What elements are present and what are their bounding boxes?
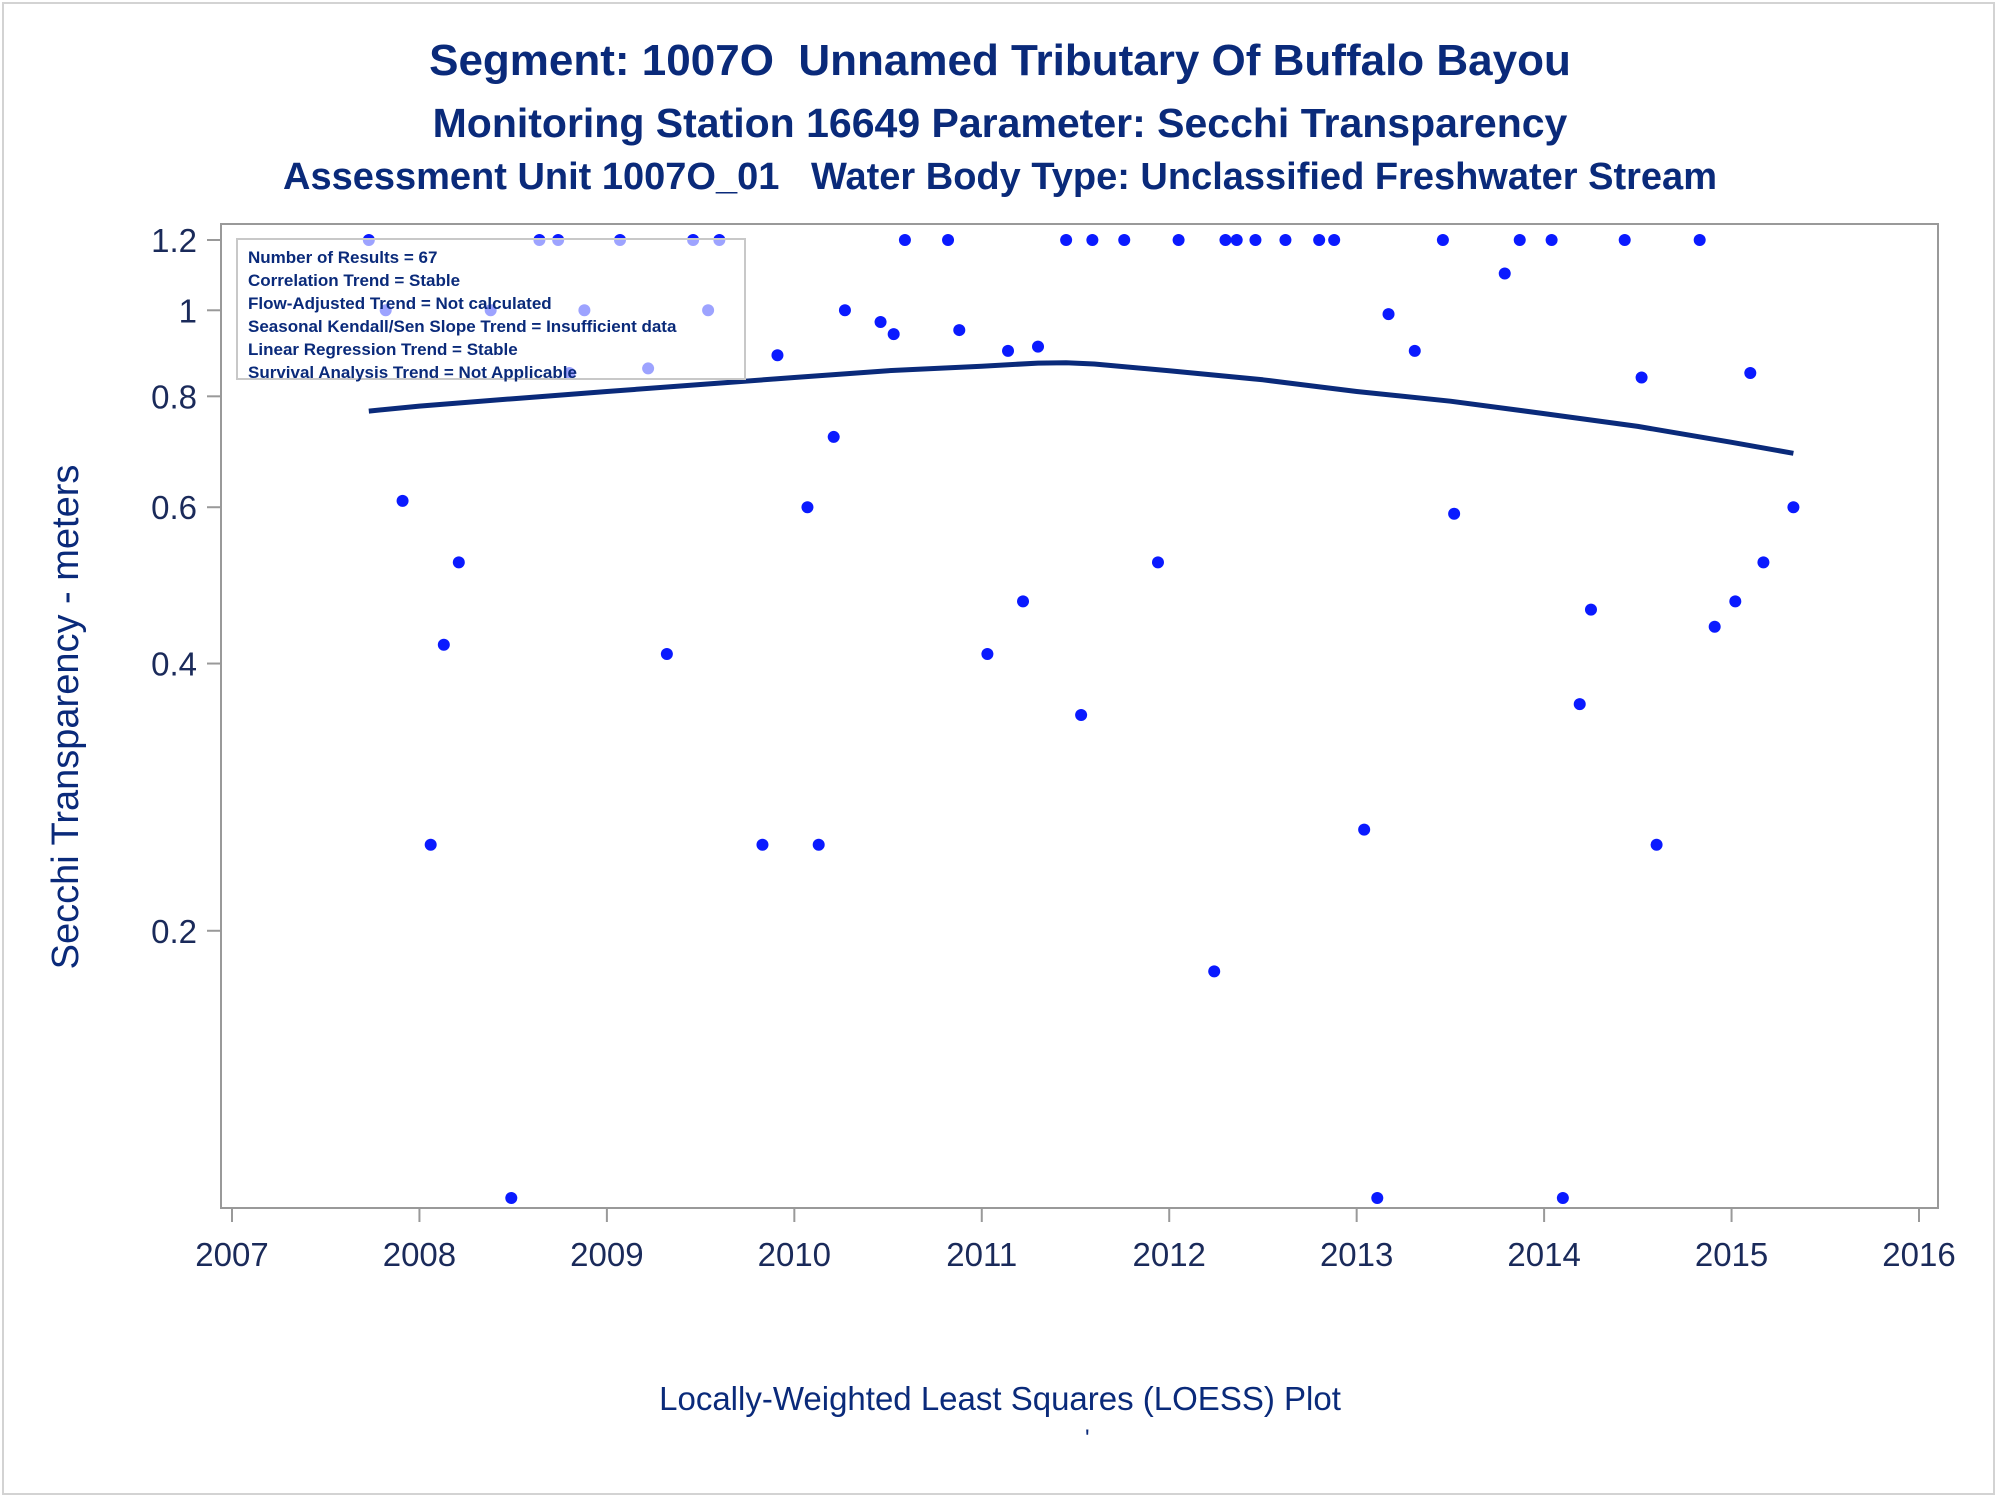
y-tick-label: 0.2	[151, 913, 197, 950]
data-point	[1086, 234, 1099, 246]
data-point	[887, 328, 900, 341]
x-tick-label: 2013	[1320, 1236, 1393, 1273]
data-point	[981, 648, 994, 661]
loess-line	[368, 360, 1794, 456]
data-point	[1230, 234, 1243, 246]
plot-area	[220, 223, 1939, 1209]
data-point	[1635, 371, 1648, 384]
data-point	[1408, 344, 1421, 357]
y-tick-label: 0.4	[151, 646, 197, 683]
chart-subtitle-station: Monitoring Station 16649 Parameter: Secc…	[432, 100, 1568, 146]
data-point	[1208, 965, 1221, 978]
stats-line: Linear Regression Trend = Stable	[248, 340, 518, 359]
footnote-mark: '	[1085, 1425, 1090, 1452]
data-point	[827, 430, 840, 443]
y-axis: 0.2 0.4 0.6 0.8 1 1.2	[151, 222, 221, 950]
y-tick-label: 0.8	[151, 378, 197, 415]
stats-line: Seasonal Kendall/Sen Slope Trend = Insuf…	[248, 317, 677, 336]
data-point	[437, 638, 450, 651]
x-tick-label: 2011	[946, 1236, 1017, 1273]
data-point	[1002, 344, 1015, 357]
data-point	[838, 304, 851, 317]
data-point	[953, 324, 966, 337]
data-point	[1032, 340, 1045, 353]
x-tick-label: 2008	[383, 1236, 456, 1273]
data-point	[1219, 234, 1232, 246]
data-point	[1618, 234, 1631, 246]
x-tick-label: 2016	[1882, 1236, 1955, 1273]
data-point	[1436, 234, 1449, 246]
data-point	[1584, 603, 1597, 616]
data-point	[1650, 838, 1663, 851]
data-point	[812, 838, 825, 851]
x-tick-label: 2012	[1133, 1236, 1206, 1273]
x-tick-label: 2014	[1507, 1236, 1580, 1273]
data-point	[1249, 234, 1262, 246]
data-point	[1513, 234, 1526, 246]
data-point	[1060, 234, 1073, 246]
data-point	[1787, 501, 1800, 514]
data-point	[1172, 234, 1185, 246]
data-point	[1358, 823, 1371, 836]
x-tick-label: 2015	[1695, 1236, 1768, 1273]
data-point	[1556, 1192, 1569, 1204]
data-point	[1573, 698, 1586, 711]
data-point	[452, 556, 465, 569]
stats-line: Survival Analysis Trend = Not Applicable	[248, 363, 577, 382]
data-point	[1151, 556, 1164, 569]
data-point	[1328, 234, 1341, 246]
points-layer	[362, 234, 1800, 1204]
data-point	[1075, 709, 1088, 722]
x-tick-label: 2009	[570, 1236, 643, 1273]
data-point	[1371, 1192, 1384, 1204]
data-point	[1757, 556, 1770, 569]
data-point	[771, 349, 784, 362]
data-point	[874, 316, 887, 329]
chart-subtitle-assessment: Assessment Unit 1007O_01 Water Body Type…	[283, 156, 1717, 198]
data-point	[1279, 234, 1292, 246]
stats-line: Correlation Trend = Stable	[248, 271, 461, 290]
x-tick-label: 2010	[758, 1236, 831, 1273]
stats-line: Number of Results = 67	[248, 248, 438, 267]
data-point	[660, 648, 673, 661]
data-point	[1313, 234, 1326, 246]
data-point	[1118, 234, 1131, 246]
y-tick-label: 1	[179, 292, 197, 329]
data-point	[1744, 366, 1757, 379]
data-point	[1708, 620, 1721, 633]
data-point	[1693, 234, 1706, 246]
data-point	[505, 1192, 518, 1204]
data-point	[1448, 507, 1461, 520]
x-tick-label: 2007	[195, 1236, 268, 1273]
data-point	[1382, 308, 1395, 321]
footnote: Locally-Weighted Least Squares (LOESS) P…	[659, 1380, 1341, 1417]
data-point	[801, 501, 814, 514]
stats-box: Number of Results = 67 Correlation Trend…	[236, 238, 746, 382]
data-point	[1729, 595, 1742, 608]
loess-layer	[368, 360, 1794, 456]
data-point	[396, 494, 409, 507]
y-tick-label: 1.2	[151, 222, 197, 259]
data-point	[942, 234, 955, 246]
data-point	[424, 838, 437, 851]
data-point	[1545, 234, 1558, 246]
chart-title: Segment: 1007O Unnamed Tributary Of Buff…	[429, 36, 1571, 85]
y-axis-label: Secchi Transparency - meters	[45, 465, 87, 970]
data-point	[1498, 267, 1511, 280]
y-tick-label: 0.6	[151, 489, 197, 526]
data-point	[756, 838, 769, 851]
x-axis: 2007 2008 2009 2010 2011 2012 2013 2014 2015 2016	[195, 1208, 1956, 1273]
data-point	[898, 234, 911, 246]
data-point	[1017, 595, 1030, 608]
stats-line: Flow-Adjusted Trend = Not calculated	[248, 294, 552, 313]
